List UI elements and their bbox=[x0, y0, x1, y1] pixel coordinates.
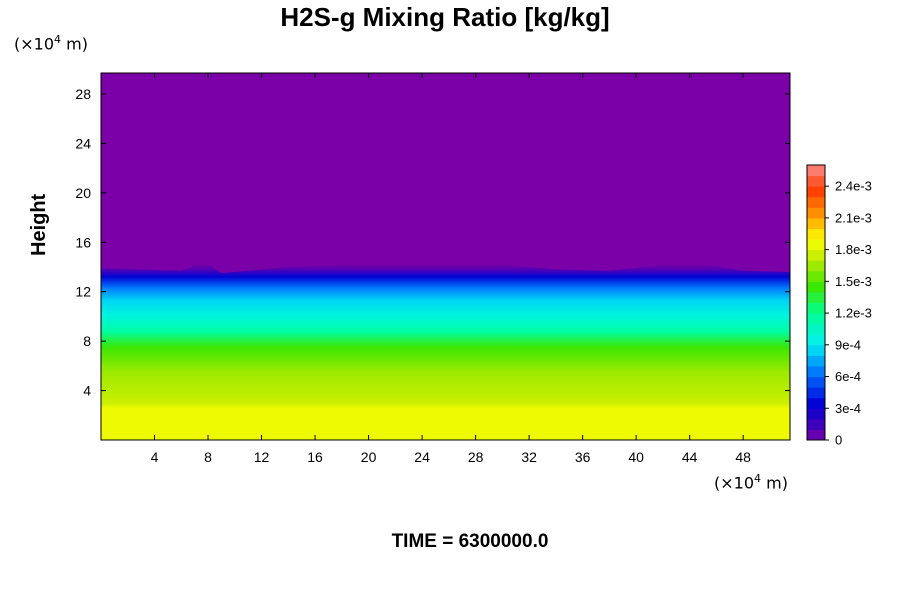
colorbar-label: 3e-4 bbox=[835, 401, 861, 416]
colorbar-band bbox=[807, 207, 825, 219]
x-tick-label: 12 bbox=[254, 449, 270, 465]
chart-title: H2S-g Mixing Ratio [kg/kg] bbox=[280, 2, 610, 32]
colorbar-band bbox=[807, 344, 825, 356]
colorbar-band bbox=[807, 249, 825, 261]
colorbar-label: 9e-4 bbox=[835, 337, 861, 352]
colorbar-label: 1.5e-3 bbox=[835, 274, 872, 289]
colorbar-band bbox=[807, 260, 825, 272]
colorbar-band bbox=[807, 408, 825, 420]
colorbar-label: 1.8e-3 bbox=[835, 242, 872, 257]
x-tick-label: 44 bbox=[682, 449, 698, 465]
x-tick-label: 4 bbox=[151, 449, 159, 465]
colorbar-band bbox=[807, 429, 825, 441]
colorbar-band bbox=[807, 165, 825, 177]
field-layer bbox=[101, 262, 790, 440]
x-tick-label: 24 bbox=[414, 449, 430, 465]
colorbar-band bbox=[807, 291, 825, 303]
colorbar-label: 1.2e-3 bbox=[835, 306, 872, 321]
colorbar-label: 0 bbox=[835, 433, 842, 448]
y-tick-label: 12 bbox=[75, 284, 91, 300]
colorbar-band bbox=[807, 281, 825, 293]
colorbar-band bbox=[807, 228, 825, 240]
x-tick-label: 20 bbox=[361, 449, 377, 465]
y-tick-label: 4 bbox=[83, 383, 91, 399]
x-axis-ticks: 4 8 12 16 20 24 28 32 36 40 44 48 bbox=[151, 73, 751, 465]
colorbar-band bbox=[807, 217, 825, 229]
y-tick-label: 20 bbox=[75, 185, 91, 201]
y-axis-ticks: 4 8 12 16 20 24 28 bbox=[75, 86, 790, 399]
colorbar-band bbox=[807, 334, 825, 346]
y-tick-label: 28 bbox=[75, 86, 91, 102]
colorbar-band bbox=[807, 397, 825, 409]
colorbar-band bbox=[807, 313, 825, 325]
time-label: TIME = 6300000.0 bbox=[391, 531, 549, 552]
colorbar-band bbox=[807, 196, 825, 208]
x-tick-label: 40 bbox=[628, 449, 644, 465]
y-tick-label: 16 bbox=[75, 234, 91, 250]
x-tick-label: 8 bbox=[204, 449, 212, 465]
colorbar-band bbox=[807, 376, 825, 388]
plot-frame bbox=[100, 72, 791, 441]
colorbar-frame bbox=[806, 164, 826, 441]
colorbar-band bbox=[807, 365, 825, 378]
colorbar-band bbox=[807, 270, 825, 282]
y-tick-label: 8 bbox=[83, 333, 91, 349]
plot-area bbox=[101, 73, 790, 440]
colorbar-label: 2.1e-3 bbox=[835, 210, 872, 225]
colorbar-label: 2.4e-3 bbox=[835, 179, 872, 194]
colorbar-label: 6e-4 bbox=[835, 369, 861, 384]
y-tick-label: 24 bbox=[75, 135, 91, 151]
colorbar-band bbox=[807, 186, 825, 198]
x-tick-label: 16 bbox=[307, 449, 323, 465]
x-tick-label: 32 bbox=[521, 449, 537, 465]
colorbar-band bbox=[807, 239, 825, 251]
colorbar-band bbox=[807, 387, 825, 399]
x-axis-unit: (×104 m) bbox=[714, 472, 788, 493]
colorbar-band bbox=[807, 355, 825, 367]
colorbar-band bbox=[807, 302, 825, 314]
colorbar: 0 3e-4 6e-4 9e-4 1.2e-3 1.5e-3 1.8e-3 2.1e-3 2.4… bbox=[806, 164, 872, 448]
y-axis-unit: (×104 m) bbox=[14, 33, 88, 54]
colorbar-band bbox=[807, 323, 825, 335]
colorbar-band bbox=[807, 175, 825, 187]
colorbar-band bbox=[807, 418, 825, 430]
x-tick-label: 36 bbox=[575, 449, 591, 465]
x-tick-label: 48 bbox=[735, 449, 751, 465]
x-tick-label: 28 bbox=[468, 449, 484, 465]
